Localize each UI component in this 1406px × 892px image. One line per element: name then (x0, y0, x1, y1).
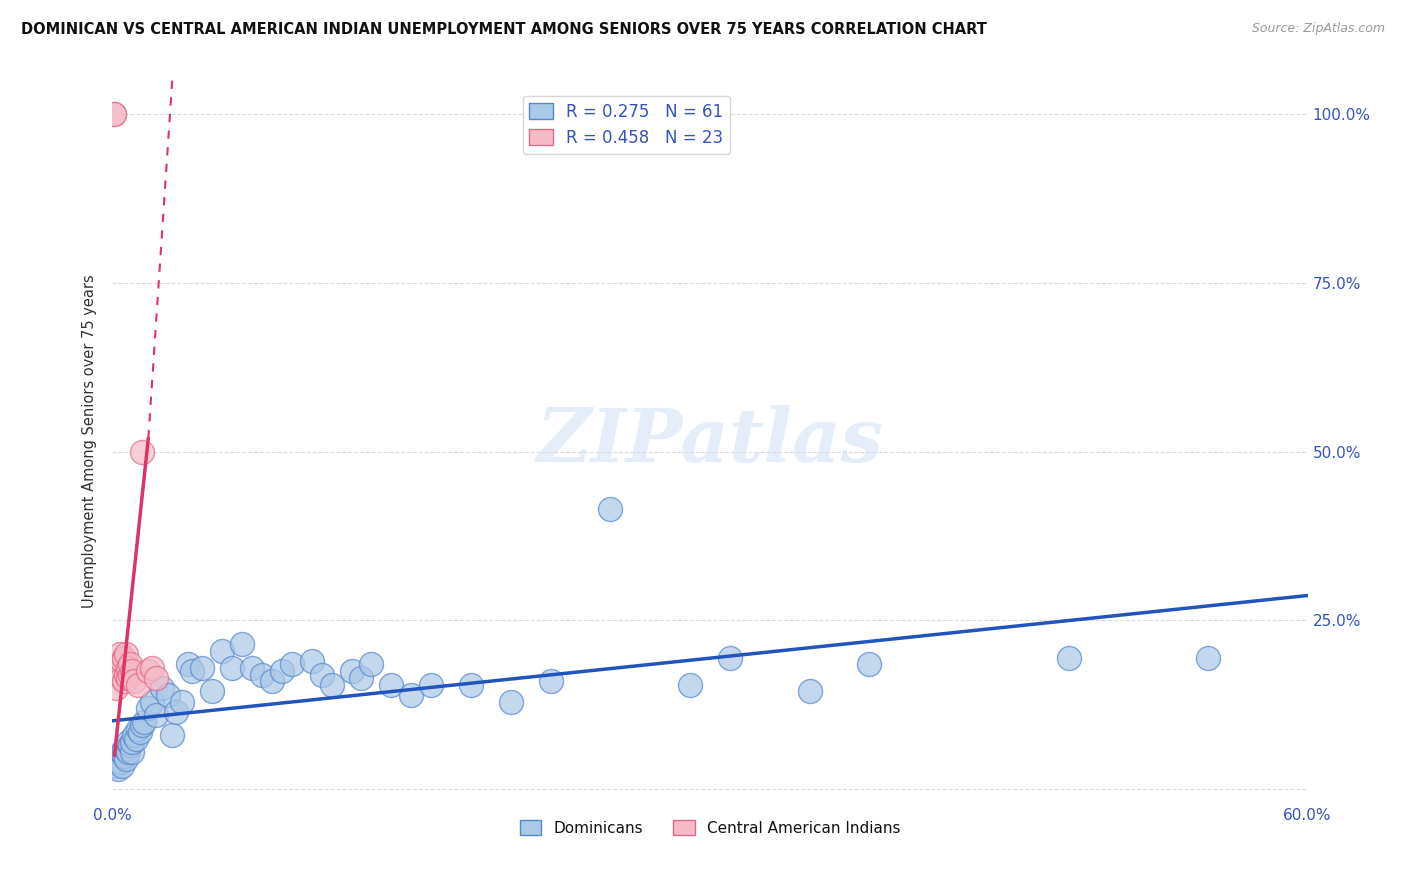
Point (360, 657, 382, 672)
Point (120, 657, 142, 672)
Point (107, 752, 129, 766)
Point (165, 705, 187, 719)
Point (499, 694, 522, 708)
Text: DOMINICAN VS CENTRAL AMERICAN INDIAN UNEMPLOYMENT AMONG SENIORS OVER 75 YEARS CO: DOMINICAN VS CENTRAL AMERICAN INDIAN UNE… (21, 22, 987, 37)
Point (1057, 650, 1080, 665)
Point (172, 694, 194, 708)
Point (145, 708, 167, 723)
Point (401, 688, 423, 702)
Point (121, 735, 143, 749)
Point (679, 678, 702, 692)
Point (260, 674, 283, 689)
Point (599, 502, 621, 516)
Point (103, 107, 125, 121)
Point (191, 661, 214, 675)
Point (177, 657, 200, 672)
Point (311, 667, 333, 681)
Legend: Dominicans, Central American Indians: Dominicans, Central American Indians (513, 814, 907, 842)
Point (301, 654, 323, 668)
Point (420, 678, 443, 692)
Point (115, 741, 138, 756)
Point (107, 762, 129, 776)
Point (281, 657, 304, 672)
Point (117, 745, 139, 759)
Point (138, 664, 160, 678)
Point (141, 661, 163, 675)
Point (115, 752, 138, 766)
Point (321, 678, 343, 692)
Point (111, 745, 134, 759)
Point (799, 684, 821, 698)
Y-axis label: Unemployment Among Seniors over 75 years: Unemployment Among Seniors over 75 years (82, 275, 97, 608)
Point (858, 657, 880, 672)
Point (111, 758, 134, 772)
Text: ZIPatlas: ZIPatlas (537, 405, 883, 478)
Point (110, 647, 132, 661)
Point (115, 667, 138, 681)
Point (114, 650, 135, 665)
Point (117, 661, 139, 675)
Text: Source: ZipAtlas.com: Source: ZipAtlas.com (1251, 22, 1385, 36)
Point (124, 674, 146, 689)
Point (231, 637, 253, 651)
Point (120, 667, 142, 681)
Point (240, 661, 263, 675)
Point (121, 664, 143, 678)
Point (201, 684, 224, 698)
Point (131, 718, 153, 732)
Point (718, 650, 741, 665)
Point (141, 694, 163, 708)
Point (134, 714, 156, 729)
Point (350, 671, 373, 685)
Point (124, 728, 146, 742)
Point (111, 654, 134, 668)
Point (380, 678, 402, 692)
Point (150, 681, 173, 695)
Point (103, 756, 125, 770)
Point (103, 107, 125, 121)
Point (1197, 650, 1219, 665)
Point (145, 671, 167, 685)
Point (125, 731, 148, 746)
Point (460, 678, 482, 692)
Point (340, 664, 363, 678)
Point (120, 739, 142, 753)
Point (162, 728, 183, 742)
Point (138, 701, 160, 715)
Point (105, 681, 128, 695)
Point (129, 725, 152, 739)
Point (121, 745, 143, 759)
Point (115, 647, 138, 661)
Point (127, 678, 149, 692)
Point (111, 671, 134, 685)
Point (117, 735, 139, 749)
Point (107, 664, 129, 678)
Point (540, 674, 562, 689)
Point (114, 748, 135, 763)
Point (127, 722, 149, 736)
Point (114, 741, 135, 756)
Point (211, 644, 233, 658)
Point (270, 664, 292, 678)
Point (131, 444, 153, 458)
Point (250, 667, 273, 681)
Point (221, 661, 243, 675)
Point (117, 671, 139, 685)
Point (110, 667, 132, 681)
Point (114, 674, 135, 689)
Point (110, 756, 132, 770)
Point (105, 758, 128, 772)
Point (181, 664, 204, 678)
Point (157, 688, 180, 702)
